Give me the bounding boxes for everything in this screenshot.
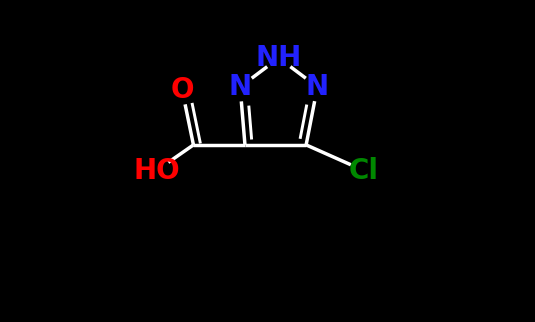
Text: N: N [306,73,329,101]
Text: NH: NH [256,44,302,72]
Text: HO: HO [133,157,180,185]
Text: O: O [171,76,194,104]
Text: Cl: Cl [349,157,379,185]
Text: N: N [228,73,251,101]
